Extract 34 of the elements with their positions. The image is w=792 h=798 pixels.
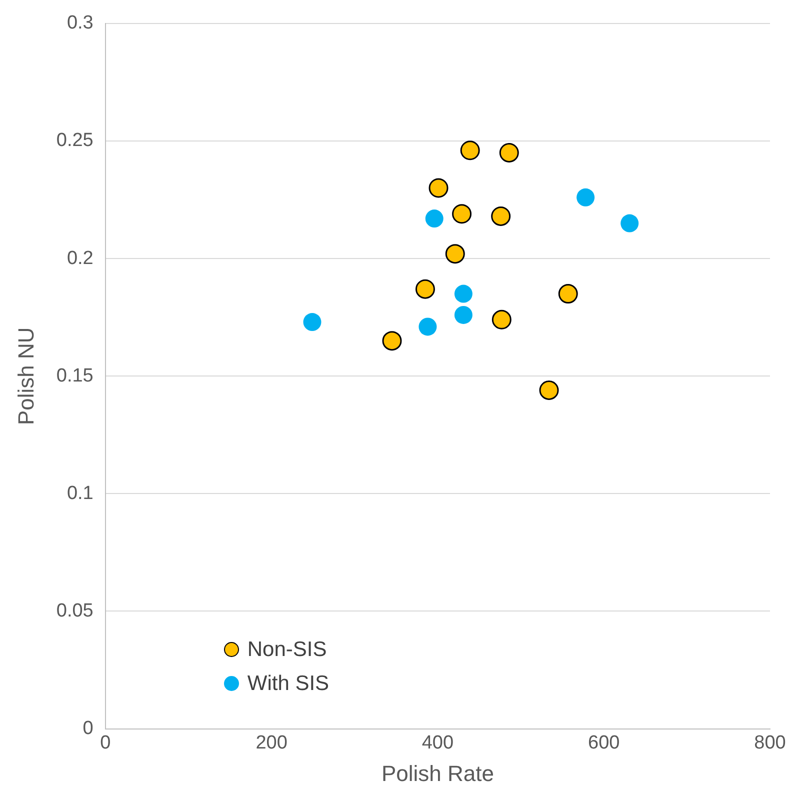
point (382, 331, 402, 351)
point (452, 204, 472, 224)
legend-label: With SIS (247, 672, 330, 696)
point (454, 284, 472, 303)
point (454, 306, 472, 324)
y-axis-title: Polish NU (13, 327, 38, 426)
x-tick-label: 0 (100, 732, 111, 754)
y-tick-label: 0.25 (56, 130, 94, 152)
y-tick-label: 0.15 (56, 365, 94, 386)
point (460, 140, 480, 160)
x-tick-label: 800 (754, 732, 786, 754)
point (445, 244, 465, 264)
x-tick-label: 600 (588, 732, 620, 754)
point (418, 318, 437, 336)
point (558, 284, 578, 304)
point (303, 313, 322, 332)
x-axis-title: Polish Rate (381, 760, 494, 786)
x-tick-label: 400 (422, 732, 454, 754)
point (499, 142, 519, 162)
point (620, 214, 639, 232)
legend-label: Non-SIS (247, 638, 327, 662)
y-tick-label: 0.1 (66, 482, 94, 504)
point (492, 310, 512, 330)
x-tick-label: 200 (256, 732, 288, 754)
point (539, 380, 559, 400)
point (415, 279, 435, 299)
y-tick-label: 0 (82, 718, 94, 740)
y-tick-label: 0.05 (56, 600, 94, 622)
y-tick-label: 0.3 (66, 12, 94, 34)
point (428, 178, 448, 198)
point (576, 188, 595, 206)
y-tick-label: 0.2 (66, 248, 94, 269)
point (491, 206, 511, 226)
point (425, 210, 444, 228)
